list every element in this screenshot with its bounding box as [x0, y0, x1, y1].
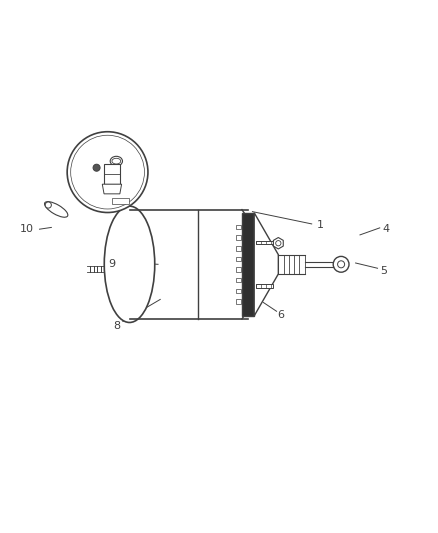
Circle shape: [332, 256, 348, 272]
FancyBboxPatch shape: [241, 213, 254, 316]
FancyBboxPatch shape: [236, 257, 240, 261]
Text: 9: 9: [108, 260, 115, 269]
FancyBboxPatch shape: [236, 278, 240, 282]
Text: 1: 1: [316, 220, 323, 230]
Circle shape: [93, 164, 100, 171]
Polygon shape: [254, 213, 278, 316]
FancyBboxPatch shape: [236, 289, 240, 293]
Circle shape: [337, 261, 344, 268]
Ellipse shape: [44, 201, 68, 217]
FancyBboxPatch shape: [236, 300, 240, 304]
FancyBboxPatch shape: [236, 236, 240, 240]
Polygon shape: [102, 184, 121, 194]
Circle shape: [67, 132, 148, 213]
Text: 4: 4: [382, 224, 389, 234]
Text: 6: 6: [277, 310, 284, 320]
Text: 10: 10: [20, 224, 34, 234]
FancyBboxPatch shape: [236, 225, 240, 229]
FancyBboxPatch shape: [104, 165, 120, 184]
Circle shape: [71, 135, 144, 209]
Ellipse shape: [110, 156, 122, 166]
Polygon shape: [273, 238, 283, 249]
FancyBboxPatch shape: [236, 246, 240, 251]
Circle shape: [45, 202, 51, 208]
FancyBboxPatch shape: [112, 198, 128, 204]
FancyBboxPatch shape: [256, 285, 272, 288]
Ellipse shape: [104, 206, 154, 322]
Text: 3: 3: [73, 147, 80, 157]
Ellipse shape: [112, 158, 120, 164]
FancyBboxPatch shape: [236, 268, 240, 272]
Text: 5: 5: [380, 266, 387, 276]
Text: 8: 8: [113, 321, 120, 331]
Circle shape: [275, 240, 280, 246]
FancyBboxPatch shape: [256, 240, 272, 244]
